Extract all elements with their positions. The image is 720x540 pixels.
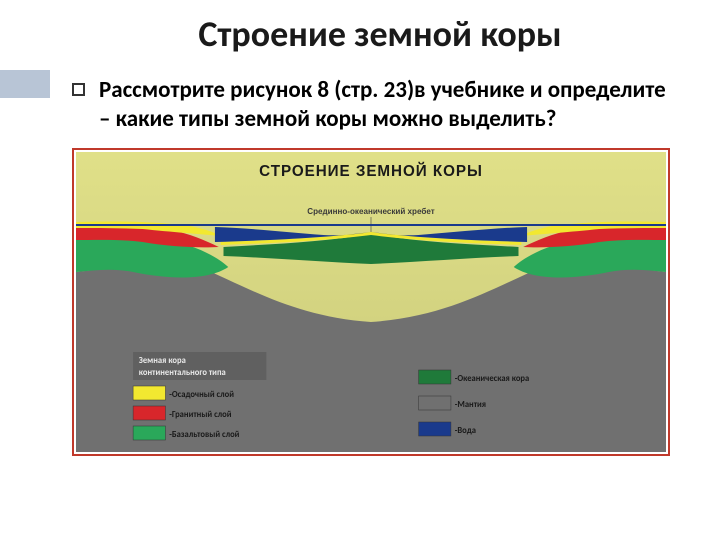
- legend-label-water: -Вода: [455, 425, 476, 435]
- bullet-item: Рассмотрите рисунок 8 (стр. 23)в учебник…: [72, 76, 670, 134]
- legend-label-oceanic: -Океаническая кора: [455, 373, 529, 383]
- legend-swatch-water: [419, 422, 451, 436]
- legend-swatch-mantle: [419, 396, 451, 410]
- legend-label-basalt: -Базальтовый слой: [169, 429, 239, 439]
- legend-label-sediment: -Осадочный слой: [169, 389, 234, 399]
- ridge-label: Срединно-океанический хребет: [307, 205, 434, 215]
- legend-left-title-2: континентального типа: [139, 367, 226, 377]
- legend-swatch-basalt: [133, 426, 165, 440]
- content-block: Рассмотрите рисунок 8 (стр. 23)в учебник…: [72, 76, 670, 134]
- legend-swatch-sediment: [133, 386, 165, 400]
- legend-swatch-oceanic: [419, 370, 451, 384]
- horizon-line: [76, 224, 666, 226]
- page-title: Строение земной коры: [70, 12, 690, 56]
- crust-diagram: СТРОЕНИЕ ЗЕМНОЙ КОРЫ Срединно-океаническ…: [76, 152, 666, 452]
- legend-left-title-1: Земная кора: [139, 355, 186, 365]
- diagram-title: СТРОЕНИЕ ЗЕМНОЙ КОРЫ: [259, 160, 483, 179]
- bullet-text: Рассмотрите рисунок 8 (стр. 23)в учебник…: [99, 76, 670, 134]
- legend-label-granite: -Гранитный слой: [169, 409, 231, 419]
- slide: Строение земной коры Рассмотрите рисунок…: [0, 0, 720, 540]
- side-accent: [0, 70, 50, 98]
- legend-swatch-granite: [133, 406, 165, 420]
- diagram-container: СТРОЕНИЕ ЗЕМНОЙ КОРЫ Срединно-океаническ…: [72, 148, 670, 456]
- legend-label-mantle: -Мантия: [455, 399, 486, 409]
- bullet-icon: [72, 83, 85, 96]
